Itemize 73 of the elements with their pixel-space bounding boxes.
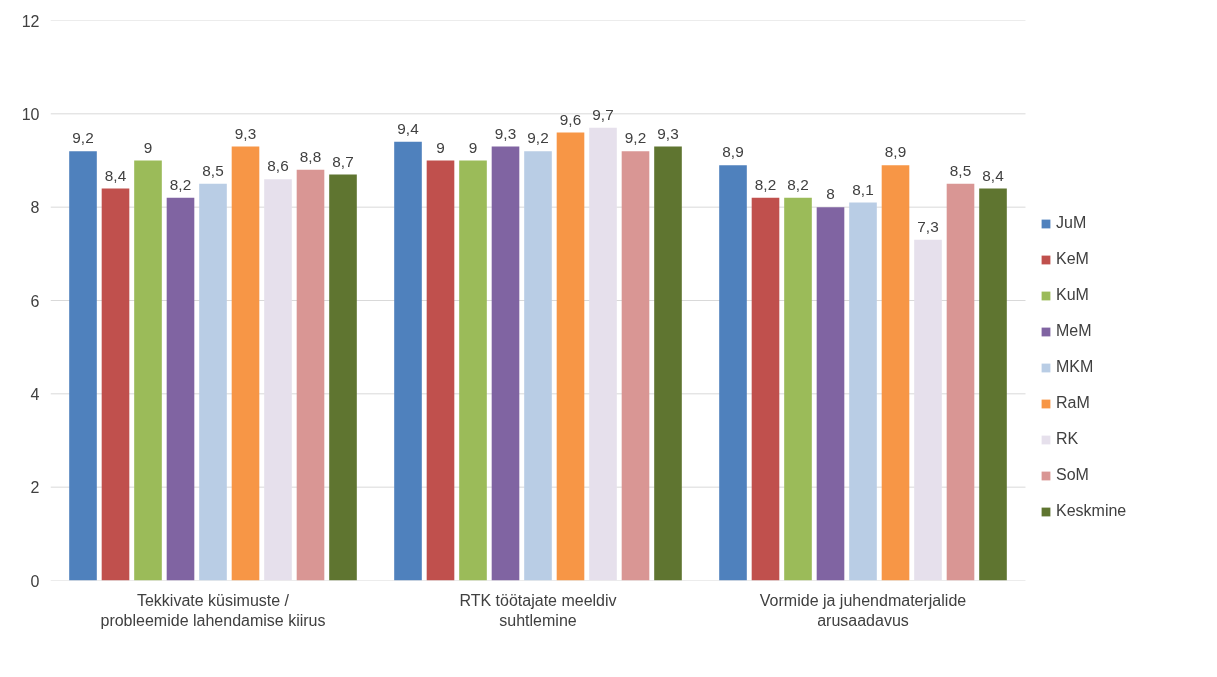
bar <box>426 160 455 581</box>
bar <box>556 132 585 581</box>
data-label: 8,6 <box>267 157 289 175</box>
data-label: 9 <box>143 138 153 156</box>
bar <box>329 174 357 581</box>
legend-label: KeM <box>1056 250 1089 268</box>
data-label: 9 <box>468 138 478 156</box>
legend-label: SoM <box>1056 466 1089 484</box>
x-tick-label: Vormide ja juhendmaterjalide arusaadavus <box>759 591 967 629</box>
data-label: 8,2 <box>787 175 809 193</box>
data-label: 8,4 <box>104 166 127 184</box>
bar <box>134 160 162 581</box>
bar <box>199 183 227 581</box>
data-label: 8,2 <box>754 175 777 193</box>
data-label: 7,3 <box>917 217 939 235</box>
data-label: 9,6 <box>559 110 582 128</box>
bar <box>589 127 617 581</box>
legend-label: Keskmine <box>1056 502 1127 520</box>
x-tick-label: RTK töötajate meeldiv suhtlemine <box>459 591 617 629</box>
bar <box>816 207 845 581</box>
bar <box>491 146 520 581</box>
data-label: 9,4 <box>397 119 420 137</box>
y-tick-label: 12 <box>21 12 40 30</box>
data-label: 8,8 <box>299 147 322 165</box>
bar <box>849 202 877 581</box>
bar <box>296 169 325 581</box>
data-label: 9,3 <box>234 124 257 142</box>
legend-label: RaM <box>1056 394 1090 412</box>
data-label: 9 <box>436 138 445 156</box>
bar <box>881 165 910 581</box>
bar <box>784 197 812 581</box>
data-label: 9,3 <box>657 124 679 142</box>
bar <box>231 146 260 581</box>
data-label: 8,2 <box>169 175 192 193</box>
data-label: 8,5 <box>202 161 224 179</box>
data-label: 8,4 <box>982 166 1005 184</box>
bar <box>751 197 780 581</box>
bar <box>394 141 422 581</box>
data-label: 9,2 <box>624 129 647 147</box>
data-label: 8,9 <box>722 143 744 161</box>
bar <box>69 151 97 581</box>
legend-label: MeM <box>1056 322 1092 340</box>
y-tick-label: 2 <box>30 479 40 497</box>
bar <box>101 188 130 581</box>
data-label: 9,2 <box>72 129 94 147</box>
legend-label: KuM <box>1056 286 1089 304</box>
y-tick-label: 6 <box>30 292 40 310</box>
bar <box>914 239 942 581</box>
data-label: 9,7 <box>592 105 614 123</box>
bar <box>524 151 552 581</box>
bar <box>719 165 747 581</box>
y-tick-label: 10 <box>21 105 40 123</box>
bar <box>621 151 650 581</box>
bar <box>979 188 1007 581</box>
data-label: 8,7 <box>332 152 354 170</box>
y-tick-label: 0 <box>30 572 40 590</box>
data-label: 8,1 <box>852 180 874 198</box>
data-label: 9,3 <box>494 124 517 142</box>
data-label: 9,2 <box>527 129 549 147</box>
bar <box>166 197 195 581</box>
legend-label: JuM <box>1056 214 1087 232</box>
bar <box>264 179 292 581</box>
bar <box>654 146 682 581</box>
data-label: 8,5 <box>949 161 972 179</box>
y-tick-label: 8 <box>30 199 40 217</box>
bar <box>946 183 975 581</box>
x-tick-label: Tekkivate küsimuste / probleemide lahendamise kiirus <box>100 591 326 629</box>
data-label: 8 <box>826 185 835 203</box>
data-label: 8,9 <box>884 143 907 161</box>
y-tick-label: 4 <box>30 385 40 403</box>
legend-label: MKM <box>1056 358 1094 376</box>
legend-label: RK <box>1056 430 1079 448</box>
bar <box>459 160 487 581</box>
